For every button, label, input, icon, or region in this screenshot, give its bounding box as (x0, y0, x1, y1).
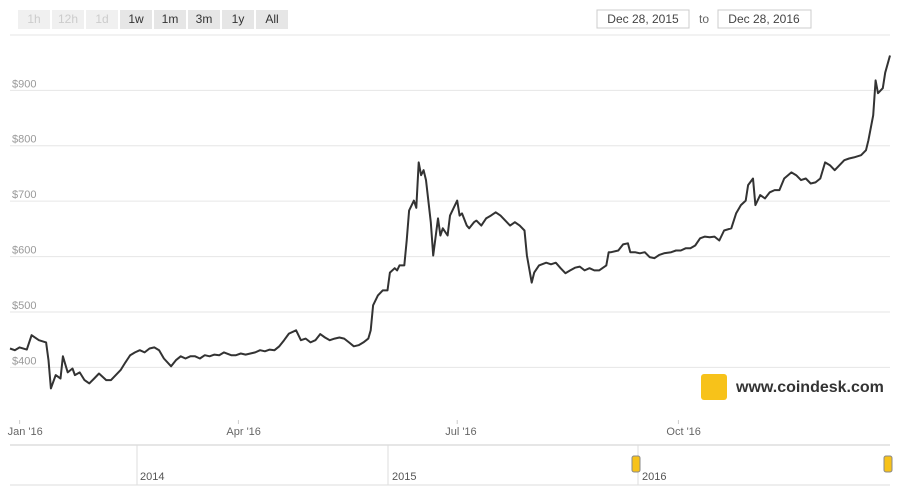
x-tick-label: Jul '16 (445, 426, 476, 438)
range-button (18, 10, 50, 29)
range-button-label: 1h (27, 12, 40, 26)
y-tick-label: $600 (12, 244, 36, 256)
range-button-label: 12h (58, 12, 78, 26)
date-separator: to (699, 12, 709, 26)
navigator-handle[interactable] (631, 455, 641, 473)
navigator-label: 2015 (392, 471, 416, 483)
x-tick-label: Oct '16 (666, 426, 701, 438)
price-line (9, 55, 891, 390)
navigator-label: 2014 (140, 471, 164, 483)
y-tick-label: $800 (12, 134, 36, 146)
navigator-handle[interactable] (883, 455, 893, 473)
date-from-box[interactable] (596, 9, 690, 29)
date-from: Dec 28, 2015 (607, 12, 679, 26)
range-button-label: 3m (196, 12, 213, 26)
date-to-box[interactable] (717, 9, 812, 29)
range-button (86, 10, 118, 29)
range-button[interactable] (256, 10, 288, 29)
range-button[interactable] (222, 10, 254, 29)
watermark: www.coindesk.com (735, 379, 884, 396)
range-button-label: 1w (128, 12, 144, 26)
range-buttons: 1h 12h 1d 1w 1m 3m 1y All (18, 10, 288, 29)
y-tick-label: $400 (12, 355, 36, 367)
watermark-icon (701, 374, 727, 400)
date-to: Dec 28, 2016 (728, 12, 800, 26)
range-button-label: 1y (232, 12, 245, 26)
range-button[interactable] (154, 10, 186, 29)
y-tick-label: $900 (12, 78, 36, 90)
range-button-label: All (265, 12, 278, 26)
y-tick-label: $500 (12, 300, 36, 312)
x-tick-label: Apr '16 (226, 426, 261, 438)
navigator-label: 2016 (642, 471, 666, 483)
y-tick-label: $700 (12, 189, 36, 201)
range-button[interactable] (188, 10, 220, 29)
watermark-group: www.coindesk.com (701, 374, 884, 400)
x-tick-label: Jan '16 (8, 426, 43, 438)
range-button[interactable] (120, 10, 152, 29)
range-button-label: 1m (162, 12, 179, 26)
range-button-label: 1d (95, 12, 108, 26)
range-button (52, 10, 84, 29)
